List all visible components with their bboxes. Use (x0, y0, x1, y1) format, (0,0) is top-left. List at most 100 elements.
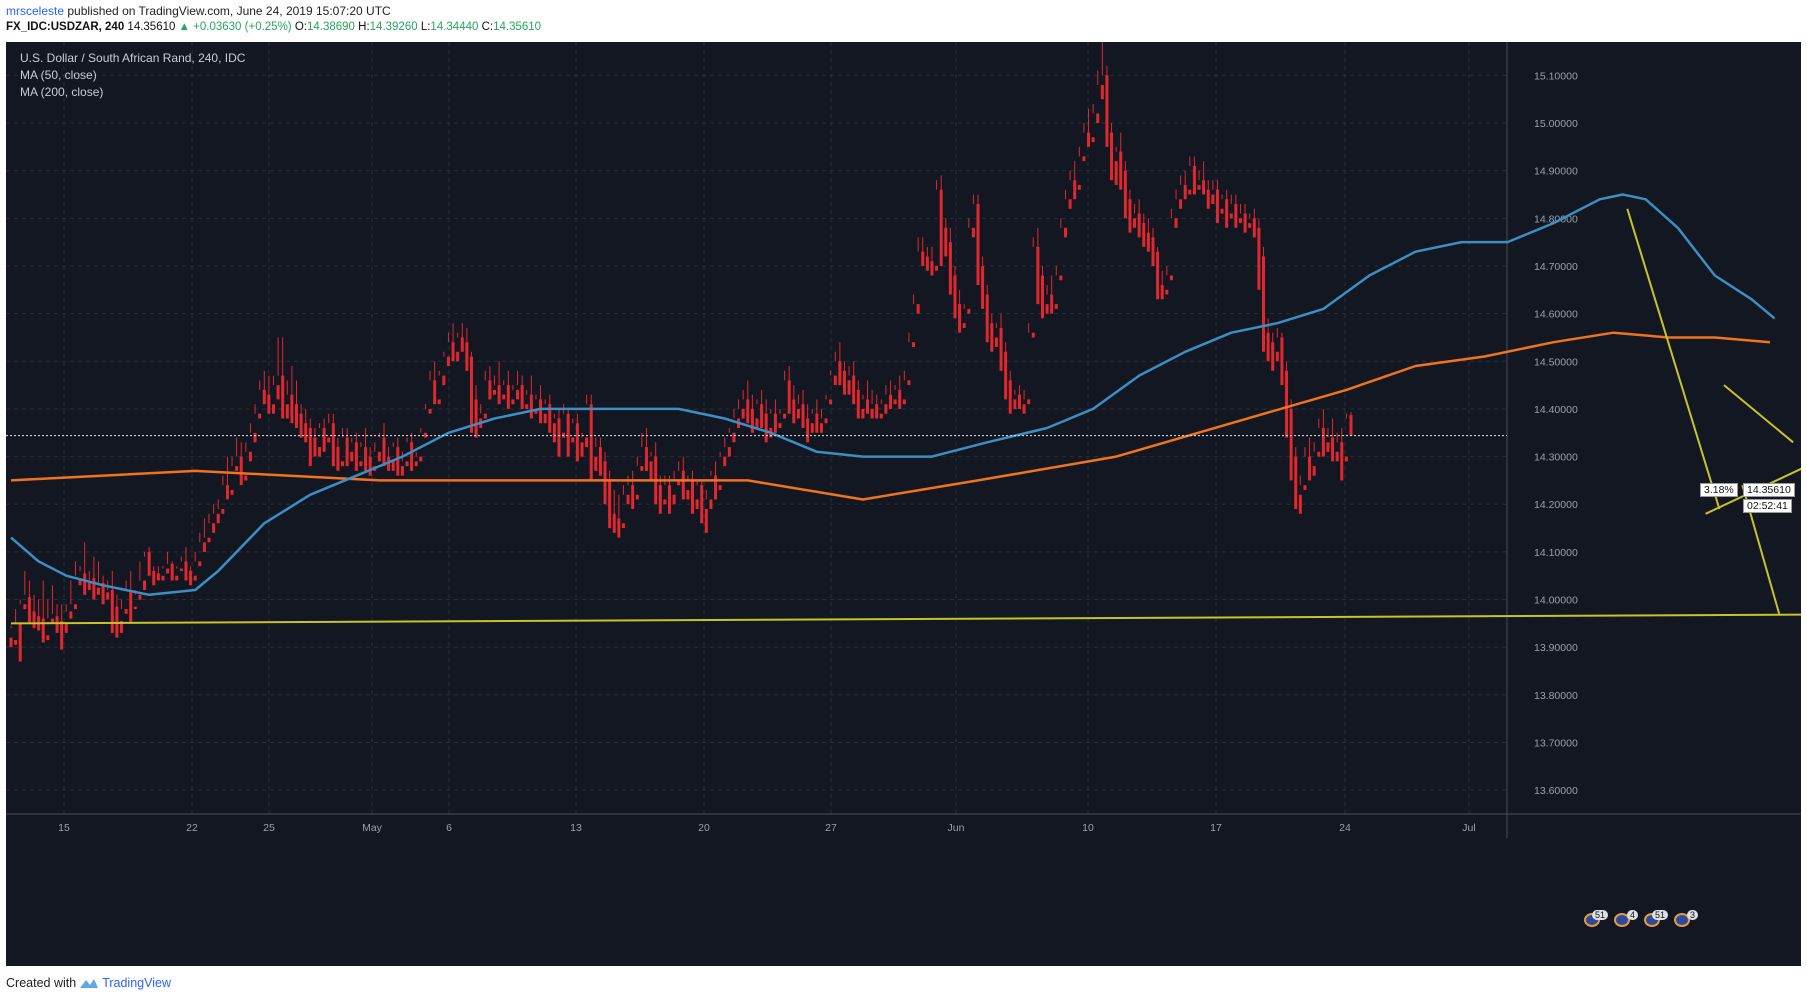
candle-body (598, 447, 602, 476)
candle-body (23, 604, 27, 610)
candle-body (1068, 199, 1072, 209)
chart-panel[interactable]: 15.10000 15.00000 14.90000 14.80000 14.70000… (6, 42, 1801, 966)
candle-body (1294, 456, 1298, 510)
candle-body (1022, 404, 1026, 414)
candle-body (225, 485, 229, 500)
candle-body (552, 423, 556, 443)
candle-body (935, 265, 939, 271)
candle-body (626, 494, 630, 505)
candle-body (1349, 415, 1353, 436)
candle-body (198, 561, 202, 567)
legend-ma200[interactable]: MA (200, close) (20, 85, 104, 99)
candle-body (893, 399, 897, 405)
candle-body (41, 618, 45, 643)
legend-ma50[interactable]: MA (50, close) (20, 68, 97, 82)
candle-body (1133, 218, 1137, 228)
candle-body (87, 582, 91, 591)
candle-body (953, 275, 957, 319)
tradingview-brand-link[interactable]: TradingView (102, 976, 171, 990)
candle-body (672, 494, 676, 505)
candle-body (396, 447, 400, 476)
candle-body (1156, 251, 1160, 300)
candle-body (14, 640, 18, 645)
candle-body (635, 494, 639, 500)
candle-body (96, 587, 100, 595)
time-tick-label: May (362, 822, 383, 834)
candle-body (1082, 156, 1086, 162)
candle-body (382, 437, 386, 467)
candle-body (1220, 208, 1224, 214)
candle-body (60, 621, 64, 650)
candle-body (391, 461, 395, 471)
candle-body (1027, 399, 1031, 405)
candle-body (1331, 437, 1335, 462)
candle-body (865, 399, 869, 414)
candle-body (520, 385, 524, 409)
candle-body (239, 456, 243, 486)
candle-body (898, 389, 902, 409)
candle-body (327, 437, 331, 443)
price-chart[interactable]: 15.1000015.0000014.9000014.8000014.70000… (6, 42, 1801, 966)
candle-body (1160, 285, 1164, 300)
candle-body (686, 489, 690, 500)
event-marker[interactable]: 4 (1612, 910, 1638, 928)
candle-body (585, 437, 589, 448)
candle-body (875, 404, 879, 419)
candle-body (792, 399, 796, 424)
time-tick-label: 17 (1210, 822, 1222, 834)
candle-body (1238, 218, 1242, 224)
high-label: H: (358, 21, 370, 33)
candle-body (294, 404, 298, 428)
candle-body (921, 251, 925, 266)
candle-body (152, 570, 156, 586)
candle-body (161, 575, 165, 581)
candle-body (488, 380, 492, 400)
low-label: L: (420, 21, 431, 33)
event-marker[interactable]: 3 (1672, 910, 1698, 928)
candle-body (1298, 494, 1302, 514)
candle-body (603, 461, 607, 505)
candle-body (212, 523, 216, 533)
low-value: 14.34440 (430, 21, 479, 33)
time-tick-label: 6 (446, 822, 452, 834)
candle-body (1248, 223, 1252, 228)
candle-body (971, 227, 975, 238)
candle-body (649, 461, 653, 481)
candle-body (359, 461, 363, 467)
candle-body (773, 413, 777, 433)
price-tick-label: 13.70000 (1534, 738, 1578, 750)
candle-body (677, 480, 681, 486)
candle-body (1317, 451, 1321, 457)
candle-body (133, 606, 137, 610)
candle-body (1008, 380, 1012, 414)
candle-body (925, 256, 929, 271)
candle-body (1040, 275, 1044, 319)
candle-body (1004, 351, 1008, 400)
candle-body (810, 423, 814, 433)
candle-body (354, 442, 358, 471)
candle-body (718, 485, 722, 490)
event-marker[interactable]: 51 (1642, 910, 1668, 928)
candle-body (778, 423, 782, 428)
candle-body (364, 447, 368, 471)
candle-body (516, 389, 520, 400)
candle-body (285, 404, 289, 419)
candle-body (1096, 113, 1100, 124)
event-marker[interactable]: 51 (1582, 910, 1608, 928)
ma50-line (10, 193, 1776, 597)
candle-body (189, 570, 193, 586)
candle-body (994, 337, 998, 347)
username-link[interactable]: mrsceleste (6, 4, 65, 18)
candle-body (962, 323, 966, 328)
candle-body (69, 611, 73, 619)
candle-body (235, 466, 239, 471)
candle-body (617, 518, 621, 538)
candle-body (939, 189, 943, 266)
candle-body (838, 361, 842, 386)
candle-body (483, 413, 487, 419)
candle-body (681, 470, 685, 500)
candle-body (451, 342, 455, 362)
candle-body (244, 475, 248, 481)
candle-body (179, 568, 183, 571)
candle-body (322, 428, 326, 452)
